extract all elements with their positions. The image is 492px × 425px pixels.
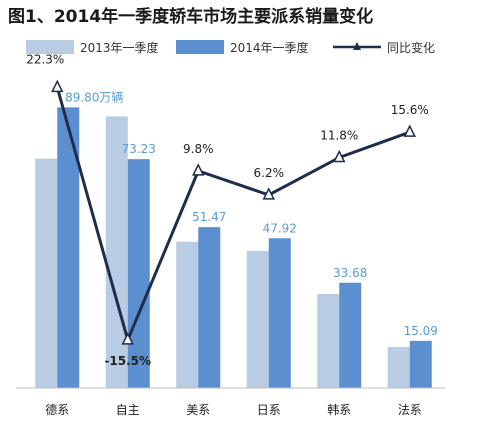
bar-value-labels: 89.80万辆 73.23 51.47 47.92 33.68 15.09 [65,90,438,337]
legend-swatch-2013 [26,40,74,54]
bar-2013-3 [246,250,269,388]
category-label-5: 法系 [398,403,422,417]
bar-2014-0 [57,107,80,388]
yoy-marker-3 [262,187,275,200]
yoy-label-4: 11.8% [320,129,358,143]
yoy-label-5: 15.6% [391,103,429,117]
bar-2014-1 [127,159,150,388]
yoy-line-group: 22.3% -15.5% 9.8% 6.2% 11.8% 15.6% [26,52,429,368]
category-label-4: 韩系 [327,402,351,417]
bar-2014-4 [339,282,362,388]
legend-marker-yoy [353,42,361,50]
yoy-marker-0 [51,79,64,93]
yoy-label-2: 9.8% [183,142,214,156]
bar-2013-2 [176,241,199,388]
category-label-3: 日系 [257,403,281,417]
bar-2014-5 [409,340,432,388]
bar-2014-3 [268,238,291,388]
chart-legend: 2013年一季度 2014年一季度 同比变化 [26,40,435,55]
bar-2013-5 [387,347,410,388]
value-label-2014-0: 89.80万辆 [65,90,123,104]
legend-swatch-2014 [176,40,224,54]
yoy-label-3: 6.2% [254,166,285,180]
legend-label-2013: 2013年一季度 [80,40,159,55]
bar-2013-4 [317,293,340,388]
yoy-marker-2 [192,163,205,176]
chart-title: 图1、2014年一季度轿车市场主要派系销量变化 [8,6,373,27]
category-label-1: 自主 [116,403,140,417]
bar-2014-2 [198,227,221,388]
category-labels: 德系 自主 美系 日系 韩系 法系 [45,402,422,417]
legend-label-2014: 2014年一季度 [230,40,309,55]
yoy-label-0: 22.3% [26,52,64,66]
yoy-line [55,86,411,342]
bar-group [35,107,432,388]
yoy-marker-5 [403,124,416,137]
bar-2013-1 [105,116,128,388]
legend-label-yoy: 同比变化 [387,40,435,55]
value-label-2014-5: 15.09 [404,324,438,338]
category-label-2: 美系 [186,403,210,417]
category-label-0: 德系 [45,402,69,417]
bar-2013-0 [35,158,58,388]
yoy-marker-1 [121,332,134,345]
yoy-marker-4 [333,149,346,163]
yoy-label-1: -15.5% [104,354,151,368]
value-label-2014-1: 73.23 [122,142,156,156]
value-label-2014-3: 47.92 [263,221,297,235]
value-label-2014-4: 33.68 [333,266,367,280]
value-label-2014-2: 51.47 [192,210,226,224]
